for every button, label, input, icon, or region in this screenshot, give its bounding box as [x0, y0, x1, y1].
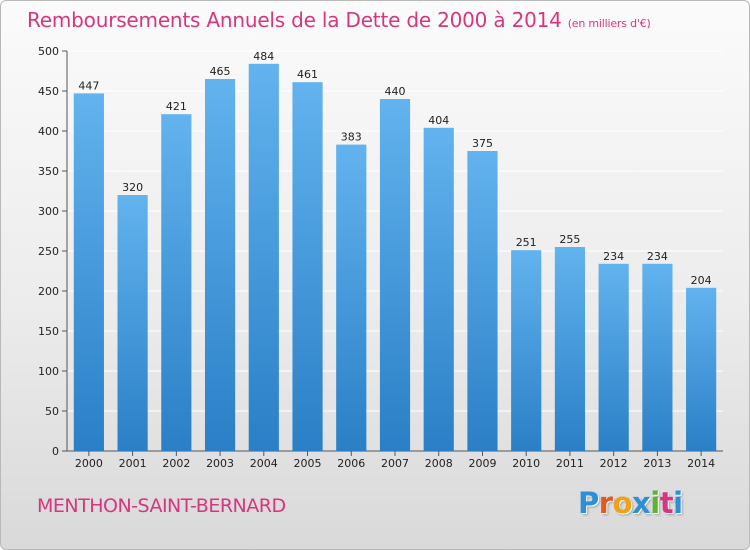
data-label: 251 [516, 236, 537, 249]
data-label: 383 [341, 131, 362, 144]
y-tick-label: 350 [38, 165, 59, 178]
bar [117, 195, 148, 451]
x-tick-label: 2002 [162, 457, 190, 470]
y-tick-label: 250 [38, 245, 59, 258]
x-tick-label: 2013 [643, 457, 671, 470]
data-label: 421 [166, 100, 187, 113]
logo-letter: P [578, 486, 599, 520]
y-tick-label: 450 [38, 85, 59, 98]
y-tick-label: 100 [38, 365, 59, 378]
bar [554, 247, 586, 451]
y-tick-label: 150 [38, 325, 59, 338]
logo-letter: i [673, 486, 683, 520]
bar [204, 79, 236, 451]
x-tick-label: 2009 [468, 457, 496, 470]
bar [686, 287, 717, 451]
logo-letter: t [659, 486, 674, 520]
y-tick-label: 200 [38, 285, 59, 298]
data-label: 320 [122, 181, 143, 194]
y-tick-labels: 0 50 100 150 200 250 300 350 400 450 500 [38, 45, 59, 458]
x-tick-label: 2012 [600, 457, 628, 470]
logo-letter: i [650, 486, 660, 520]
data-label: 255 [559, 233, 580, 246]
bar [73, 93, 104, 452]
chart-title: Remboursements Annuels de la Dette de 20… [27, 8, 651, 32]
x-tick-label: 2011 [556, 457, 584, 470]
x-tick-label: 2008 [425, 457, 453, 470]
unit-note: (en milliers d'€) [567, 17, 651, 30]
bar [292, 82, 323, 451]
value-labels: 447 320 421 465 484 461 383 440 404 375 251 255 234 2… [78, 50, 711, 287]
y-tick-label: 50 [45, 405, 59, 418]
logo-letter: x [632, 486, 651, 520]
bars [73, 63, 717, 452]
y-tick-label: 400 [38, 125, 59, 138]
data-label: 375 [472, 137, 493, 150]
x-tick-label: 2000 [75, 457, 103, 470]
chart-title-text: Remboursements Annuels de la Dette de 20… [27, 8, 562, 32]
x-tick-label: 2001 [119, 457, 147, 470]
x-tick-label: 2014 [687, 457, 715, 470]
proxiti-logo: Proxiti [578, 486, 683, 520]
bar [336, 144, 367, 451]
bar [248, 63, 279, 452]
x-tick-labels: 2000 2001 2002 2003 2004 2005 2006 2007 2008 2009… [75, 457, 715, 470]
commune-name: MENTHON-SAINT-BERNARD [37, 495, 286, 517]
logo-letter: r [598, 486, 613, 520]
data-label: 204 [691, 274, 712, 287]
x-tick-label: 2006 [337, 457, 365, 470]
data-label: 461 [297, 68, 318, 81]
y-tick-label: 300 [38, 205, 59, 218]
bar [423, 127, 454, 452]
bar [161, 114, 192, 451]
data-label: 447 [78, 79, 99, 92]
bar [511, 250, 542, 451]
data-label: 440 [385, 85, 406, 98]
data-label: 465 [210, 65, 231, 78]
x-tick-label: 2003 [206, 457, 234, 470]
data-label: 484 [253, 50, 274, 63]
x-tick-label: 2007 [381, 457, 409, 470]
x-tick-label: 2010 [512, 457, 540, 470]
y-tick-label: 500 [38, 45, 59, 58]
bar [598, 263, 629, 451]
bar [379, 99, 411, 451]
data-label: 404 [428, 114, 449, 127]
data-label: 234 [603, 250, 624, 263]
x-tick-label: 2004 [250, 457, 278, 470]
y-tick-label: 0 [52, 445, 59, 458]
logo-letter: o [612, 486, 633, 520]
data-label: 234 [647, 250, 668, 263]
x-tick-label: 2005 [294, 457, 322, 470]
bar [467, 151, 498, 451]
bar [642, 263, 673, 451]
